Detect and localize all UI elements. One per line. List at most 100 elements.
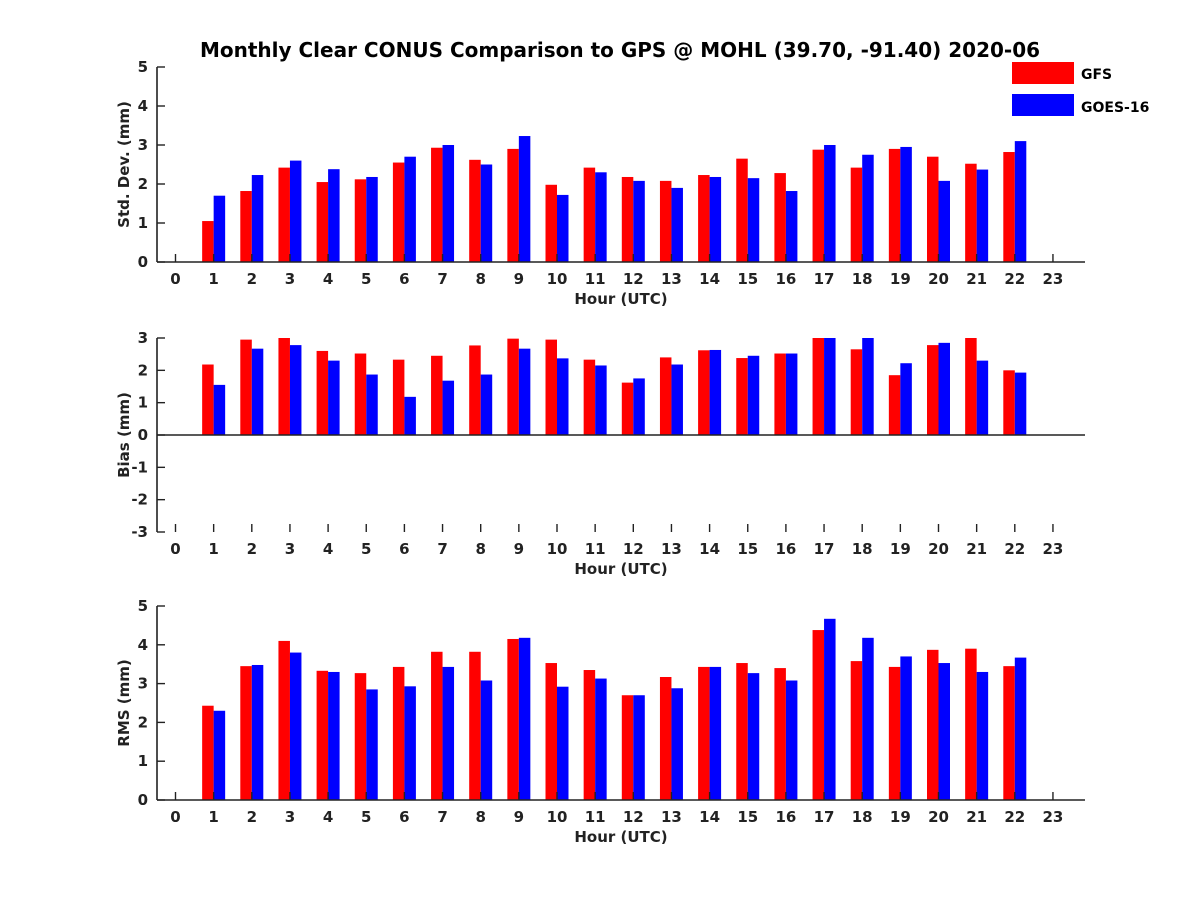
bias-bar-gfs-3 [278, 338, 290, 435]
bias-bar-goes16-14 [709, 349, 722, 435]
rms-bar-goes16-1 [213, 710, 226, 800]
rms-bar-goes16-20 [938, 663, 950, 800]
rms-bar-gfs-12 [621, 695, 634, 800]
bias-bar-goes16-16 [785, 353, 798, 435]
std-dev-ytick-label: 2 [138, 175, 148, 193]
rms-bar-gfs-2 [240, 666, 252, 800]
bias-bar-goes16-6 [404, 396, 416, 435]
legend-swatch-goes16 [1012, 94, 1074, 116]
rms-bar-goes16-8 [480, 680, 493, 800]
std-dev-xtick-label: 22 [1004, 270, 1025, 288]
rms-xtick-label: 14 [699, 808, 720, 826]
rms-xtick-label: 7 [437, 808, 447, 826]
std-dev-xlabel: Hour (UTC) [574, 290, 667, 308]
rms-bar-goes16-7 [442, 666, 455, 800]
std-dev-bar-goes16-9 [518, 136, 531, 262]
rms-xtick-label: 18 [852, 808, 873, 826]
bias-bar-gfs-5 [354, 353, 367, 435]
bias-bar-goes16-13 [671, 364, 683, 435]
std-dev-ytick-label: 3 [138, 136, 148, 154]
bias-bar-gfs-1 [202, 364, 214, 435]
rms-bar-goes16-6 [404, 686, 416, 800]
bias-bar-gfs-4 [316, 350, 329, 435]
bias-ytick-label: -1 [131, 458, 148, 476]
std-dev-xtick-label: 0 [170, 270, 180, 288]
std-dev-ylabel: Std. Dev. (mm) [115, 101, 133, 228]
std-dev-xtick-label: 7 [437, 270, 447, 288]
bias-bar-goes16-22 [1014, 372, 1027, 435]
bias-bar-goes16-4 [328, 360, 340, 435]
std-dev-bar-gfs-15 [736, 158, 748, 262]
bias-bar-gfs-14 [698, 350, 710, 435]
bias-ytick-label: 3 [138, 329, 148, 347]
std-dev-xtick-label: 4 [323, 270, 333, 288]
rms-bar-gfs-16 [774, 668, 786, 800]
rms-bar-gfs-14 [698, 666, 710, 800]
bias-bar-goes16-1 [213, 384, 226, 435]
bias-xtick-label: 5 [361, 540, 371, 558]
bias-bar-gfs-17 [812, 338, 825, 435]
std-dev-bar-goes16-19 [900, 146, 912, 262]
rms-xtick-label: 20 [928, 808, 949, 826]
bias-xtick-label: 8 [475, 540, 485, 558]
rms-xtick-label: 19 [890, 808, 911, 826]
bias-bar-goes16-8 [480, 374, 493, 435]
std-dev-bar-goes16-13 [671, 187, 683, 262]
std-dev-xtick-label: 23 [1043, 270, 1064, 288]
std-dev-bar-gfs-16 [774, 173, 786, 262]
bias-ytick-label: -3 [131, 523, 148, 541]
rms-bar-goes16-14 [709, 666, 722, 800]
bias-bar-gfs-20 [927, 345, 939, 435]
std-dev-bar-gfs-17 [812, 149, 825, 262]
std-dev-bar-gfs-3 [278, 167, 290, 262]
bias-xtick-label: 0 [170, 540, 180, 558]
rms-xlabel: Hour (UTC) [574, 828, 667, 846]
rms-xtick-label: 23 [1043, 808, 1064, 826]
rms-xtick-label: 9 [514, 808, 524, 826]
bias-ylabel: Bias (mm) [115, 392, 133, 478]
std-dev-bar-gfs-1 [202, 221, 214, 262]
std-dev-xtick-label: 21 [966, 270, 987, 288]
legend-label-gfs: GFS [1081, 67, 1112, 83]
std-dev-bar-goes16-6 [404, 156, 416, 262]
rms-bar-goes16-3 [289, 652, 302, 800]
rms-xtick-label: 12 [623, 808, 644, 826]
std-dev-bar-goes16-15 [747, 178, 760, 262]
rms-xtick-label: 15 [737, 808, 758, 826]
rms-bar-gfs-18 [850, 661, 863, 800]
rms-xtick-label: 5 [361, 808, 371, 826]
bias-xtick-label: 10 [547, 540, 568, 558]
bias-xtick-label: 19 [890, 540, 911, 558]
bias-bar-goes16-21 [976, 360, 989, 435]
bias-ytick-label: -2 [131, 491, 148, 509]
rms-bar-gfs-1 [202, 705, 214, 800]
bias-xtick-label: 14 [699, 540, 720, 558]
rms-bar-gfs-10 [545, 663, 557, 800]
rms-bar-gfs-9 [507, 638, 519, 800]
std-dev-bar-goes16-21 [976, 169, 989, 262]
bias-xtick-label: 12 [623, 540, 644, 558]
legend: GFS GOES-16 [1012, 62, 1149, 116]
std-dev-xtick-label: 12 [623, 270, 644, 288]
rms-bar-goes16-19 [900, 656, 912, 800]
rms-bar-gfs-13 [659, 677, 672, 800]
std-dev-xtick-label: 10 [547, 270, 568, 288]
bias-xtick-label: 21 [966, 540, 987, 558]
bias-xtick-label: 22 [1004, 540, 1025, 558]
std-dev-xtick-label: 15 [737, 270, 758, 288]
rms-bar-goes16-15 [747, 673, 760, 800]
bias-xtick-label: 4 [323, 540, 333, 558]
bias-bar-gfs-15 [736, 358, 748, 435]
std-dev-bar-goes16-14 [709, 176, 722, 262]
rms-ytick-label: 5 [138, 597, 148, 615]
std-dev-xtick-label: 3 [285, 270, 295, 288]
rms-bar-goes16-21 [976, 671, 989, 800]
rms-xtick-label: 6 [399, 808, 409, 826]
rms-bar-gfs-21 [965, 648, 977, 800]
std-dev-xtick-label: 17 [814, 270, 835, 288]
std-dev-xtick-label: 16 [775, 270, 796, 288]
std-dev-xtick-label: 18 [852, 270, 873, 288]
std-dev-bar-gfs-5 [354, 179, 367, 262]
std-dev-bar-goes16-1 [213, 195, 226, 262]
